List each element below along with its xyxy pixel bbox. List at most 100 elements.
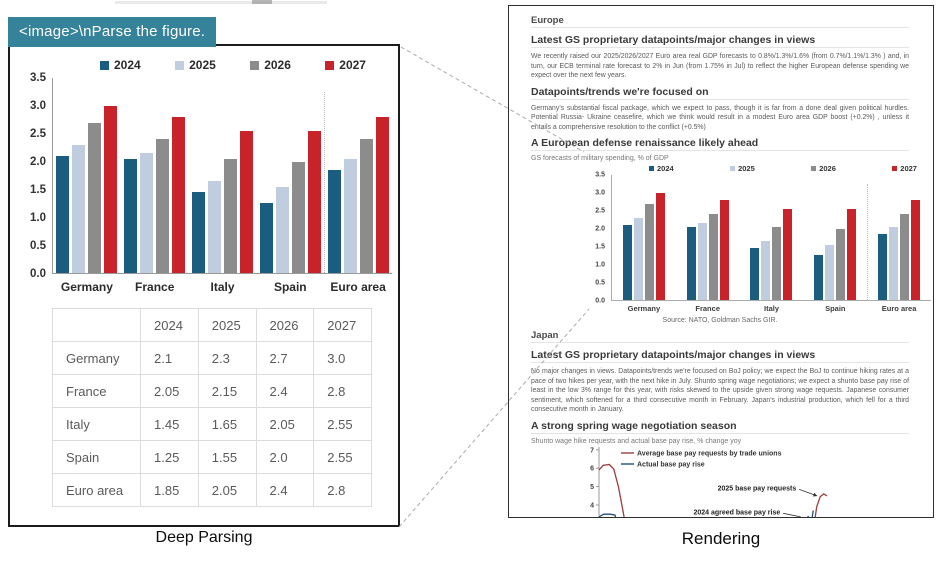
plot-area xyxy=(611,175,931,302)
y-axis-label: 1.5 xyxy=(595,243,605,251)
legend-swatch xyxy=(100,60,109,70)
x-label-France: France xyxy=(695,304,720,314)
legend-swatch xyxy=(730,166,736,172)
table-cell: 2025 xyxy=(197,308,257,342)
bar-2026-France xyxy=(708,214,718,301)
y-axis-label: 0.0 xyxy=(30,268,46,280)
bar-chart-body: 3.5 3.0 2.5 2.0 1.5 1.0 0.5 0.0 xyxy=(16,72,392,280)
line-series xyxy=(598,513,617,517)
y-axis-label: 3.5 xyxy=(30,72,46,84)
annotation-text: 2025 base pay requests xyxy=(718,485,797,492)
euro-area-separator xyxy=(867,183,869,301)
bar-2027-Italy xyxy=(239,130,253,273)
legend-swatch xyxy=(892,166,898,172)
table-cell: 2.4 xyxy=(255,473,315,507)
bar-2024-Euro area xyxy=(878,234,888,301)
rule xyxy=(531,27,909,28)
table-cell: 2.0 xyxy=(255,440,315,474)
table-cell: 1.55 xyxy=(197,440,257,474)
table-header-row: 2024 2025 2026 2027 xyxy=(52,308,372,342)
annotation-text: 2024 agreed base pay rise xyxy=(693,509,780,516)
y-axis-label: 2.0 xyxy=(595,225,605,233)
japan-chart-subtitle: Shunto wage hike requests and actual bas… xyxy=(531,437,742,445)
bar-2026-Germany xyxy=(644,203,654,301)
bar-group-Euro area xyxy=(867,175,931,301)
y-axis: 3.5 3.0 2.5 2.0 1.5 1.0 0.5 0.0 xyxy=(587,172,611,305)
bar-2025-Spain xyxy=(825,244,835,301)
bar-2025-Euro area xyxy=(343,158,357,273)
legend-item-2027: 2027 xyxy=(892,164,917,173)
bar-group-France xyxy=(121,78,189,273)
table-row: Italy 1.45 1.65 2.05 2.55 xyxy=(52,407,372,441)
y-axis-label: 3.0 xyxy=(595,189,605,197)
bar-2026-Spain xyxy=(291,161,305,273)
europe-chart-source: Source: NATO, Goldman Sachs GIR. xyxy=(662,317,778,325)
table-row: France 2.05 2.15 2.4 2.8 xyxy=(52,374,372,408)
plot-wrap xyxy=(611,175,931,302)
bar-2024-France xyxy=(686,226,696,301)
x-label-Italy: Italy xyxy=(763,304,779,314)
europe-section-title: Europe xyxy=(531,15,564,26)
bar-2026-Italy xyxy=(772,226,782,301)
bar-group-Germany xyxy=(612,175,676,301)
legend-item-2026: 2026 xyxy=(811,164,836,173)
x-label-Germany: Germany xyxy=(60,280,113,294)
table-row-label: Germany xyxy=(52,341,141,375)
line-series xyxy=(807,510,814,517)
rule xyxy=(531,342,909,344)
prompt-text: <image>\nParse the figure. xyxy=(19,23,206,40)
bar-2025-Spain xyxy=(275,186,289,273)
table-cell: 2027 xyxy=(313,308,372,342)
legend-label: 2026 xyxy=(264,58,291,72)
cropped-text-remnant xyxy=(115,1,327,4)
bar-chart-legend: 2024 2025 2026 2027 xyxy=(100,58,366,72)
table-row: Spain 1.25 1.55 2.0 2.55 xyxy=(52,440,372,474)
bar-2024-Italy xyxy=(191,192,205,273)
bar-2025-Germany xyxy=(72,144,86,273)
annotation-pointer xyxy=(799,488,818,497)
y-axis-label: 2.5 xyxy=(595,207,605,215)
legend-item-2025: 2025 xyxy=(175,58,216,72)
x-label-Germany: Germany xyxy=(627,304,661,314)
legend-label: 2027 xyxy=(339,58,366,72)
legend-label: 2027 xyxy=(900,164,917,174)
japan-section-title: Japan xyxy=(531,330,559,342)
y-axis-label: 0.5 xyxy=(595,279,605,287)
table-cell: 2.55 xyxy=(313,407,372,441)
legend-swatch xyxy=(175,60,185,70)
bar-group-Germany xyxy=(53,78,121,273)
japan-heading-latest: Latest GS proprietary datapoints/major c… xyxy=(531,349,816,362)
rule xyxy=(531,150,909,152)
caption-deep-parsing: Deep Parsing xyxy=(155,529,253,546)
table-cell: 2.8 xyxy=(313,374,372,408)
legend-swatch xyxy=(811,166,817,172)
legend-item-2027: 2027 xyxy=(325,58,366,72)
table-cell: 2.1 xyxy=(140,341,199,375)
y-axis-label: 2.0 xyxy=(30,156,46,168)
bar-chart-legend: 2024 2025 2026 2027 xyxy=(649,164,917,173)
y-axis-label: 3.0 xyxy=(30,100,46,112)
plot-wrap xyxy=(52,78,392,274)
legend-swatch xyxy=(325,60,335,70)
bar-2027-France xyxy=(719,200,729,301)
plot-area xyxy=(52,78,392,274)
x-label-Italy: Italy xyxy=(210,280,235,294)
bar-2027-France xyxy=(172,117,186,273)
europe-paragraph-2: Germany's substantial fiscal package, wh… xyxy=(531,104,909,131)
bar-2024-France xyxy=(124,158,138,273)
bar-2026-France xyxy=(156,139,170,273)
table-cell: 1.25 xyxy=(140,440,199,474)
bar-2024-Spain xyxy=(814,255,824,301)
bar-2027-Spain xyxy=(307,130,321,273)
table-cell: 2.15 xyxy=(197,374,257,408)
x-axis-labels: Germany France Italy Spain Euro area xyxy=(17,280,392,294)
bar-2026-Euro area xyxy=(900,214,910,301)
table-cell: 2.05 xyxy=(197,473,257,507)
table-row-label: Italy xyxy=(52,407,141,441)
europe-paragraph-1: We recently raised our 2025/2026/2027 Eu… xyxy=(531,53,909,80)
legend-label: 2024 xyxy=(657,164,674,174)
japan-heading-wage: A strong spring wage negotiation season xyxy=(531,419,737,432)
parsed-bar-chart: 2024 2025 2026 2027 3.5 3.0 2.5 2.0 1.5 1.0 0.5 0.0… xyxy=(16,58,392,294)
x-label-France: France xyxy=(135,280,175,294)
bar-2024-Germany xyxy=(56,156,70,273)
